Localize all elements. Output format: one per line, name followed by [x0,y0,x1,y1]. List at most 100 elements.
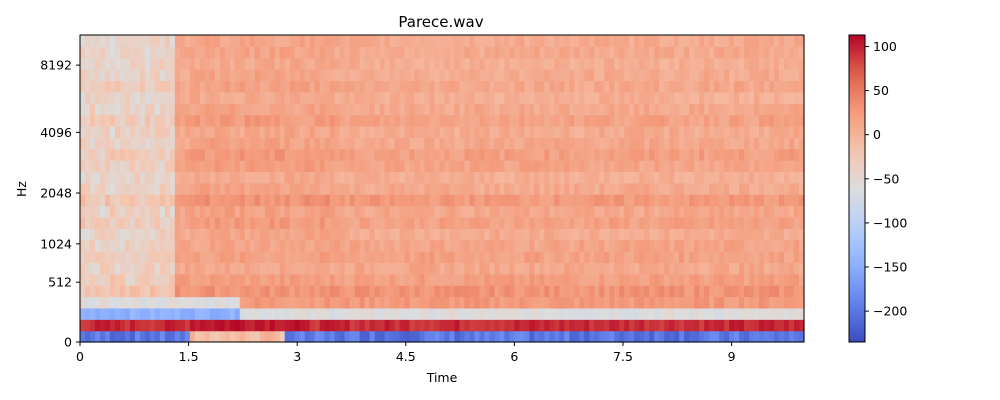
heatmap-cell [384,307,391,320]
heatmap-cell [369,205,376,218]
heatmap-cell [259,251,266,264]
heatmap-cell [279,114,286,127]
heatmap-cell [514,228,520,241]
heatmap-cell [444,330,451,343]
heatmap-cell [749,35,755,47]
heatmap-cell [109,114,116,127]
heatmap-cell [529,91,535,104]
heatmap-cell [619,262,625,275]
heatmap-cell [349,285,356,298]
heatmap-cell [784,148,790,161]
heatmap-cell [304,103,311,116]
heatmap-cell [304,182,311,195]
heatmap-cell [444,160,451,173]
heatmap-cell [344,114,351,127]
heatmap-cell [284,160,291,173]
heatmap-cell [639,35,645,47]
heatmap-cell [549,57,555,70]
heatmap-cell [414,80,421,93]
heatmap-cell [139,171,146,184]
heatmap-cell [244,228,251,241]
heatmap-cell [604,69,610,82]
heatmap-cell [679,148,685,161]
heatmap-cell [89,103,96,116]
heatmap-cell [184,171,191,184]
heatmap-cell [439,125,446,138]
heatmap-cell [539,125,545,138]
heatmap-cell [409,273,416,286]
heatmap-cell [179,273,186,286]
heatmap-cell [464,307,471,320]
heatmap-cell [624,46,630,59]
heatmap-cell [159,57,166,70]
heatmap-cell [404,273,411,286]
heatmap-cell [709,285,715,298]
heatmap-cell [459,137,466,150]
heatmap-cell [274,182,281,195]
heatmap-cell [774,57,780,70]
heatmap-cell [184,194,191,207]
heatmap-cell [434,69,441,82]
heatmap-cell [319,251,326,264]
heatmap-cell [249,182,256,195]
heatmap-cell [494,69,501,82]
heatmap-cell [654,330,660,343]
heatmap-cell [629,194,635,207]
heatmap-cell [629,251,635,264]
heatmap-cell [359,194,366,207]
heatmap-cell [644,319,650,332]
heatmap-cell [764,194,770,207]
heatmap-cell [229,125,236,138]
heatmap-cell [644,148,650,161]
heatmap-cell [429,35,436,47]
heatmap-cell [594,273,600,286]
heatmap-cell [109,69,116,82]
heatmap-cell [344,46,351,59]
heatmap-cell [434,148,441,161]
heatmap-cell [289,69,296,82]
heatmap-cell [329,91,336,104]
heatmap-cell [214,148,221,161]
heatmap-cell [744,330,750,343]
heatmap-cell [554,103,560,116]
heatmap-cell [454,46,461,59]
heatmap-cell [569,91,575,104]
heatmap-cell [484,239,491,252]
heatmap-cell [149,285,156,298]
heatmap-cell [614,296,620,309]
heatmap-cell [339,57,346,70]
heatmap-cell [419,69,426,82]
heatmap-cell [789,182,795,195]
heatmap-cell [274,91,281,104]
heatmap-cell [769,182,775,195]
heatmap-cell [659,262,665,275]
heatmap-cell [609,137,615,150]
heatmap-cell [654,80,660,93]
heatmap-cell [354,46,361,59]
heatmap-cell [519,160,525,173]
heatmap-cell [444,182,451,195]
heatmap-cell [704,216,710,229]
heatmap-cell [124,125,131,138]
heatmap-cell [529,125,535,138]
heatmap-cell [359,262,366,275]
heatmap-cell [484,57,491,70]
heatmap-cell [539,137,545,150]
heatmap-cell [789,69,795,82]
heatmap-cell [769,228,775,241]
heatmap-cell [589,330,595,343]
heatmap-cell [609,239,615,252]
heatmap-cell [324,285,331,298]
heatmap-cell [589,216,595,229]
heatmap-cell [129,216,136,229]
heatmap-cell [639,171,645,184]
heatmap-cell [664,137,670,150]
heatmap-cell [224,319,231,332]
heatmap-cell [134,91,141,104]
heatmap-cell [504,296,510,309]
heatmap-cell [269,262,276,275]
heatmap-cell [364,103,371,116]
heatmap-cell [559,80,565,93]
heatmap-cell [384,114,391,127]
heatmap-cell [274,103,281,116]
